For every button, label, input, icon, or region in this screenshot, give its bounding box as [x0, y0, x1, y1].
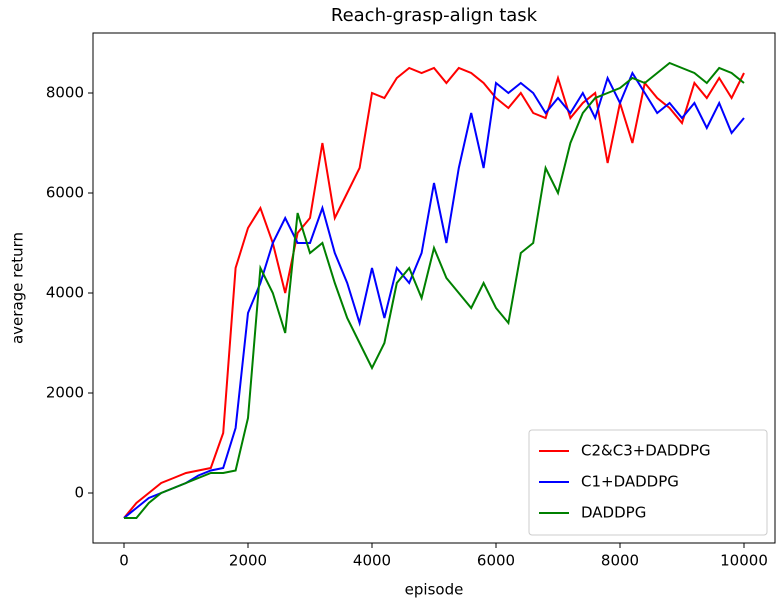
legend-label: C2&C3+DADDPG	[581, 442, 711, 460]
plot-frame	[92, 32, 776, 544]
x-tick-label: 0	[119, 552, 129, 570]
x-axis-label: episode	[405, 581, 464, 599]
y-tick-label: 6000	[46, 184, 84, 202]
series-line	[123, 66, 745, 519]
x-tick-label: 10000	[720, 552, 768, 570]
y-tick-label: 4000	[46, 284, 84, 302]
chart-title: Reach-grasp-align task	[331, 5, 538, 26]
series-line	[123, 70, 745, 519]
x-tick-label: 4000	[353, 552, 391, 570]
y-tick-label: 2000	[46, 384, 84, 402]
y-tick-label: 0	[74, 484, 84, 502]
legend-label: C1+DADDPG	[581, 473, 679, 491]
x-tick-label: 2000	[229, 552, 267, 570]
x-tick-label: 8000	[601, 552, 639, 570]
y-axis-label: average return	[9, 232, 27, 344]
legend-label: DADDPG	[581, 504, 646, 522]
y-tick-label: 8000	[46, 84, 84, 102]
series-line	[124, 61, 745, 519]
x-tick-label: 6000	[477, 552, 515, 570]
legend-box	[528, 429, 768, 536]
